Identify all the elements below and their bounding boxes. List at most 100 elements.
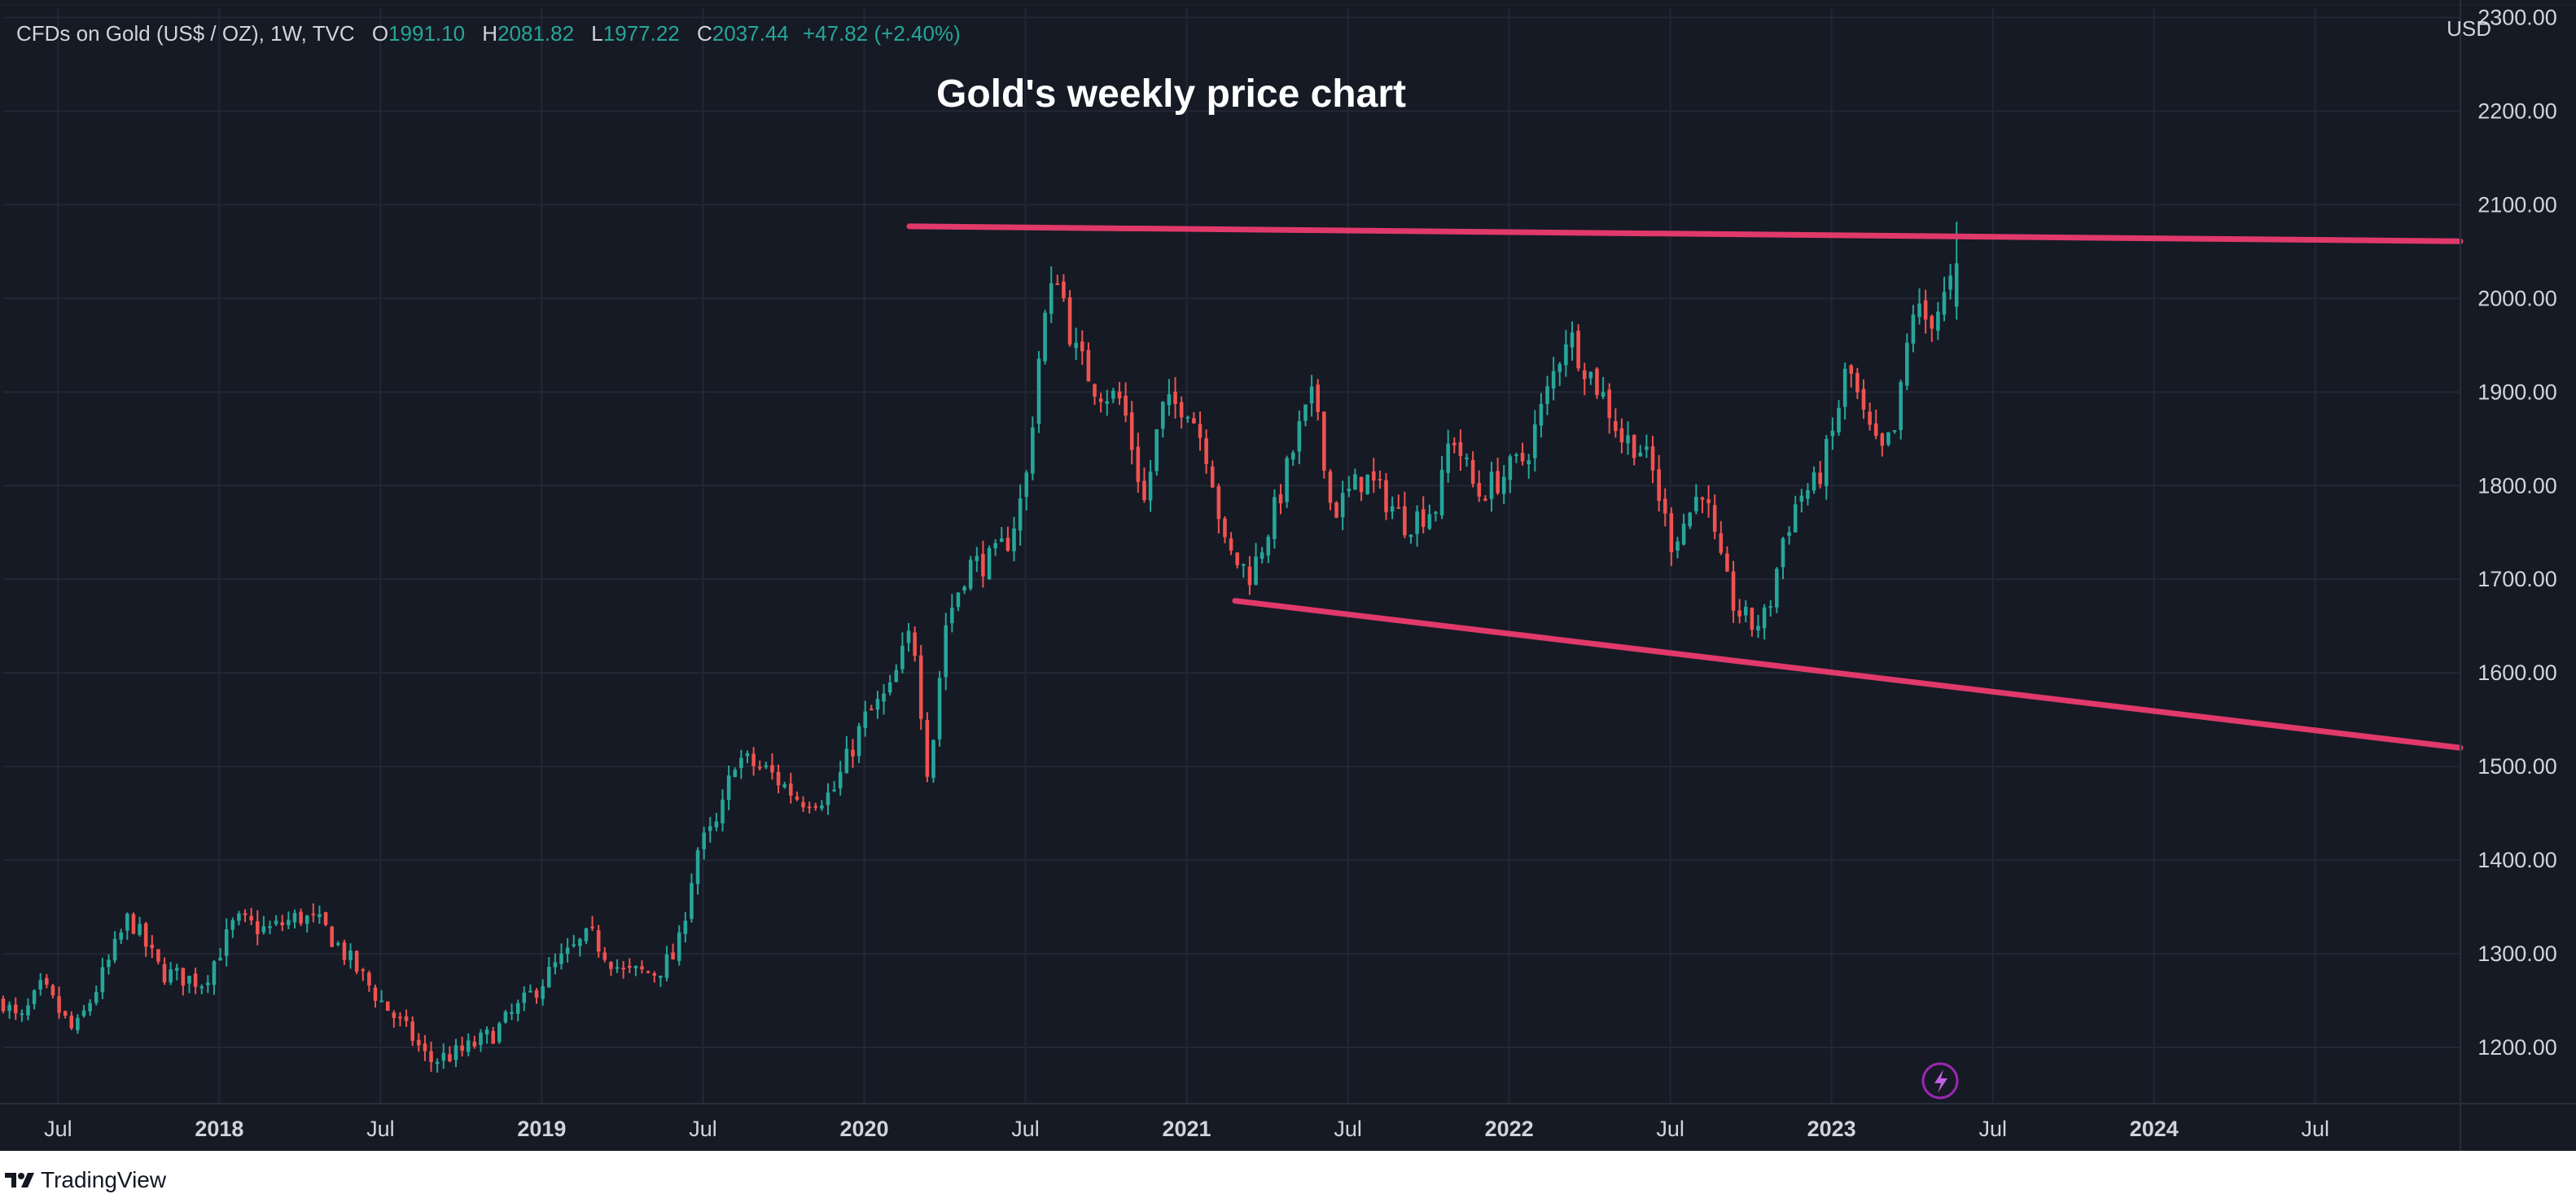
candle-body <box>379 1000 383 1003</box>
candle-body <box>832 789 836 792</box>
candle-body <box>460 1045 464 1051</box>
candle-body <box>702 832 706 849</box>
candle-body <box>187 976 191 984</box>
time-tick-label: Jul <box>2302 1117 2330 1141</box>
candle-body <box>1124 395 1128 416</box>
candle-body <box>1192 418 1196 424</box>
candle-body <box>745 753 750 757</box>
candle-body <box>32 990 37 1004</box>
candle-body <box>993 543 997 549</box>
candle-body <box>212 961 217 985</box>
candle-body <box>627 966 632 968</box>
candle-body <box>1551 371 1556 389</box>
candle-body <box>1756 626 1760 631</box>
candle-body <box>1799 495 1804 502</box>
candle-body <box>882 693 886 702</box>
candle-body <box>633 966 638 968</box>
candle-body <box>1198 424 1203 438</box>
candle-body <box>348 950 353 961</box>
candle-body <box>1421 509 1426 527</box>
time-tick-label: Jul <box>366 1117 395 1141</box>
candle-body <box>1396 507 1401 509</box>
candle-body <box>38 980 42 990</box>
candle-body <box>584 928 589 942</box>
change-value: +47.82 (+2.40%) <box>802 21 961 46</box>
candle-body <box>1365 474 1369 494</box>
candle-body <box>1309 386 1314 404</box>
candle-body <box>1105 401 1110 404</box>
candle-body <box>1136 446 1141 482</box>
candle-body <box>851 749 855 757</box>
open-value: 1991.10 <box>388 21 466 46</box>
candle-body <box>466 1040 471 1052</box>
candle-body <box>944 625 948 678</box>
candle-body <box>1663 498 1667 514</box>
candle-body <box>1806 489 1810 499</box>
trendline-support <box>1232 598 2464 751</box>
candle-body <box>1185 416 1190 419</box>
time-tick-label: Jul <box>44 1117 72 1141</box>
candle-body <box>714 821 719 827</box>
candle-body <box>1527 460 1531 465</box>
candle-body <box>726 775 731 801</box>
candle-body <box>870 709 874 711</box>
candle-body <box>1787 532 1791 536</box>
price-tick-label: 2300.00 <box>2477 5 2557 29</box>
candle-body <box>776 771 781 786</box>
candle-body <box>1316 384 1321 412</box>
candle-body <box>770 765 774 773</box>
candle-body <box>683 920 688 934</box>
candle-body <box>739 757 743 769</box>
candle-body <box>987 547 992 580</box>
candle-body <box>1055 283 1060 285</box>
candle-body <box>1638 452 1643 457</box>
candle-body <box>1111 390 1115 399</box>
candle-body <box>764 765 769 767</box>
candle-body <box>1942 292 1947 315</box>
candle-body <box>1601 392 1606 397</box>
symbol-legend[interactable]: CFDs on Gold (US$ / OZ), 1W, TVC O1991.1… <box>16 21 961 46</box>
candle-body <box>856 726 861 757</box>
candle-body <box>1899 382 1903 430</box>
candle-body <box>1818 472 1822 485</box>
low-label: L <box>591 21 603 46</box>
candle-body <box>1886 432 1890 445</box>
candle-body <box>541 985 545 999</box>
candle-body <box>292 912 297 923</box>
candle-body <box>1179 402 1184 418</box>
currency-label[interactable]: USD <box>2447 16 2491 41</box>
candle-body <box>1614 421 1618 432</box>
candle-body <box>1005 538 1010 551</box>
candle-body <box>1576 331 1580 369</box>
candle-body <box>1427 514 1432 529</box>
time-tick-label: 2023 <box>1807 1117 1856 1141</box>
chart-area[interactable] <box>0 0 2576 1151</box>
candle-body <box>646 971 651 973</box>
candle-body <box>553 962 558 968</box>
candle-body <box>1669 513 1674 552</box>
tradingview-logo[interactable]: TradingView <box>3 1167 166 1193</box>
candle-body <box>1086 349 1091 382</box>
price-chart-svg[interactable]: 1200.00 1300.00 1400.00 1500.00 1600.00 1700.… <box>0 0 2576 1151</box>
candle-body <box>1303 404 1308 421</box>
candle-body <box>429 1051 433 1062</box>
candle-body <box>937 678 942 740</box>
candle-body <box>565 947 570 955</box>
event-lightning-icon[interactable] <box>1921 1062 1959 1100</box>
candle-body <box>119 932 124 940</box>
time-tick-label: 2020 <box>839 1117 888 1141</box>
candle-body <box>1917 303 1921 318</box>
candle-body <box>1645 446 1649 450</box>
candle-body <box>1093 384 1097 397</box>
candle-body <box>795 796 800 800</box>
candle-body <box>1837 407 1841 432</box>
candle-body <box>1235 552 1239 565</box>
candle-body <box>354 950 359 972</box>
close-label: C <box>696 21 712 46</box>
candle-body <box>671 952 675 959</box>
price-tick-label: 2200.00 <box>2477 99 2557 123</box>
candle-body <box>131 914 136 934</box>
candle-body <box>1049 283 1054 314</box>
candle-body <box>1694 496 1698 511</box>
candle-body <box>472 1042 477 1047</box>
